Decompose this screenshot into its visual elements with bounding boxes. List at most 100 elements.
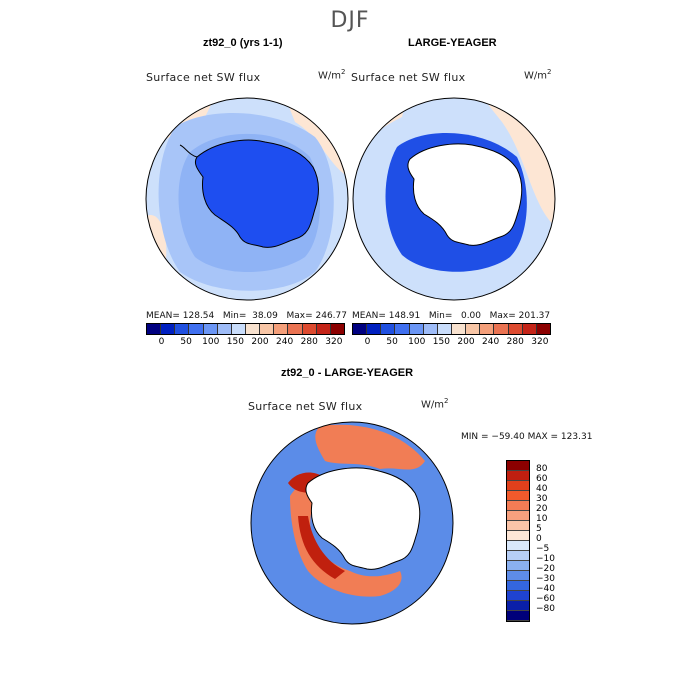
colorbar-swatch bbox=[330, 324, 344, 334]
colorbar-swatch bbox=[175, 324, 190, 334]
colorbar-swatch bbox=[466, 324, 481, 334]
colorbar-swatch bbox=[507, 561, 529, 571]
panel1-colorbar-ticks: 0 50 100 150 200 240 280 320 bbox=[146, 337, 343, 349]
colorbar-swatch bbox=[147, 324, 162, 334]
panel3-warm-north bbox=[315, 424, 425, 470]
colorbar-swatch bbox=[451, 324, 467, 334]
panel1-continent bbox=[194, 139, 319, 248]
panel2-map bbox=[352, 97, 556, 301]
colorbar-swatch bbox=[409, 324, 424, 334]
panel2-units: W/m2 bbox=[524, 68, 552, 82]
colorbar-tick-label: 200 bbox=[251, 337, 269, 347]
colorbar-tick-label: 20 bbox=[536, 504, 548, 514]
colorbar-swatch bbox=[507, 461, 529, 471]
colorbar-swatch bbox=[507, 531, 529, 541]
colorbar-swatch bbox=[507, 481, 529, 491]
colorbar-swatch bbox=[536, 324, 550, 334]
colorbar-swatch bbox=[189, 324, 204, 334]
panel1-colorbar bbox=[146, 323, 345, 335]
colorbar-swatch bbox=[507, 601, 529, 611]
colorbar-swatch bbox=[260, 324, 275, 334]
colorbar-swatch bbox=[507, 591, 529, 601]
panel3-warm-band bbox=[290, 481, 402, 597]
colorbar-tick-label: −60 bbox=[536, 594, 555, 604]
figure-title: DJF bbox=[330, 8, 370, 33]
colorbar-swatch bbox=[288, 324, 303, 334]
panel1-title: zt92_0 (yrs 1-1) bbox=[203, 37, 283, 49]
colorbar-swatch bbox=[203, 324, 218, 334]
colorbar-swatch bbox=[508, 324, 523, 334]
colorbar-tick-label: 320 bbox=[531, 337, 549, 347]
colorbar-tick-label: 0 bbox=[158, 337, 165, 347]
colorbar-swatch bbox=[480, 324, 495, 334]
colorbar-swatch bbox=[423, 324, 438, 334]
colorbar-tick-label: 30 bbox=[536, 494, 548, 504]
colorbar-swatch bbox=[507, 611, 529, 621]
colorbar-tick-label: 5 bbox=[536, 524, 542, 534]
colorbar-tick-label: 60 bbox=[536, 474, 548, 484]
panel3-title: zt92_0 - LARGE-YEAGER bbox=[281, 367, 414, 379]
colorbar-tick-label: −30 bbox=[536, 574, 555, 584]
colorbar-tick-label: 320 bbox=[325, 337, 343, 347]
panel3-map bbox=[250, 421, 454, 625]
colorbar-tick-label: −20 bbox=[536, 564, 555, 574]
panel2-continent bbox=[407, 143, 523, 246]
colorbar-tick-label: 240 bbox=[276, 337, 294, 347]
panel3-units: W/m2 bbox=[421, 397, 449, 411]
panel3-subtitle: Surface net SW flux bbox=[248, 400, 363, 413]
colorbar-tick-label: 50 bbox=[386, 337, 398, 347]
colorbar-swatch bbox=[274, 324, 289, 334]
panel1-peninsula bbox=[179, 144, 198, 158]
colorbar-swatch bbox=[353, 324, 368, 334]
panel2-colorbar-ticks: 0 50 100 150 200 240 280 320 bbox=[352, 337, 549, 349]
colorbar-swatch bbox=[507, 541, 529, 551]
colorbar-swatch bbox=[217, 324, 232, 334]
colorbar-tick-label: 150 bbox=[226, 337, 244, 347]
panel2-title: LARGE-YEAGER bbox=[408, 37, 497, 49]
colorbar-swatch bbox=[302, 324, 317, 334]
colorbar-tick-label: −5 bbox=[536, 544, 550, 554]
colorbar-swatch bbox=[381, 324, 396, 334]
colorbar-swatch bbox=[507, 471, 529, 481]
colorbar-swatch bbox=[507, 521, 529, 531]
colorbar-tick-label: 50 bbox=[180, 337, 192, 347]
colorbar-tick-label: 100 bbox=[202, 337, 220, 347]
colorbar-tick-label: 200 bbox=[457, 337, 475, 347]
colorbar-swatch bbox=[161, 324, 176, 334]
colorbar-tick-label: −10 bbox=[536, 554, 555, 564]
panel3-colorbar bbox=[506, 460, 530, 622]
colorbar-swatch bbox=[507, 571, 529, 581]
colorbar-tick-label: 80 bbox=[536, 464, 548, 474]
panel1-subtitle: Surface net SW flux bbox=[146, 71, 261, 84]
colorbar-swatch bbox=[437, 324, 452, 334]
colorbar-tick-label: 0 bbox=[536, 534, 542, 544]
panel2-subtitle: Surface net SW flux bbox=[351, 71, 466, 84]
colorbar-swatch bbox=[395, 324, 410, 334]
colorbar-swatch bbox=[507, 501, 529, 511]
colorbar-tick-label: −40 bbox=[536, 584, 555, 594]
colorbar-swatch bbox=[507, 551, 529, 561]
colorbar-swatch bbox=[507, 581, 529, 591]
colorbar-swatch bbox=[507, 511, 529, 521]
panel1-map bbox=[145, 97, 349, 301]
colorbar-tick-label: 0 bbox=[364, 337, 371, 347]
colorbar-tick-label: −80 bbox=[536, 604, 555, 614]
colorbar-swatch bbox=[316, 324, 331, 334]
colorbar-swatch bbox=[245, 324, 261, 334]
colorbar-swatch bbox=[231, 324, 246, 334]
colorbar-tick-label: 280 bbox=[300, 337, 318, 347]
panel3-hot-arc bbox=[298, 516, 345, 579]
colorbar-tick-label: 40 bbox=[536, 484, 548, 494]
panel1-stats: MEAN= 128.54 Min= 38.09 Max= 246.77 bbox=[146, 311, 347, 321]
colorbar-tick-label: 100 bbox=[408, 337, 426, 347]
panel3-continent bbox=[305, 467, 421, 570]
panel3-colorbar-ticks: 80 60 40 30 20 10 5 0 −5 −10 −20 −30 −40 −60 −80 bbox=[536, 460, 576, 620]
colorbar-swatch bbox=[522, 324, 537, 334]
colorbar-tick-label: 240 bbox=[482, 337, 500, 347]
colorbar-swatch bbox=[494, 324, 509, 334]
panel3-stats: MIN = −59.40 MAX = 123.31 bbox=[461, 432, 593, 442]
colorbar-tick-label: 280 bbox=[506, 337, 524, 347]
colorbar-swatch bbox=[367, 324, 382, 334]
panel2-colorbar bbox=[352, 323, 551, 335]
panel2-stats: MEAN= 148.91 Min= 0.00 Max= 201.37 bbox=[352, 311, 551, 321]
